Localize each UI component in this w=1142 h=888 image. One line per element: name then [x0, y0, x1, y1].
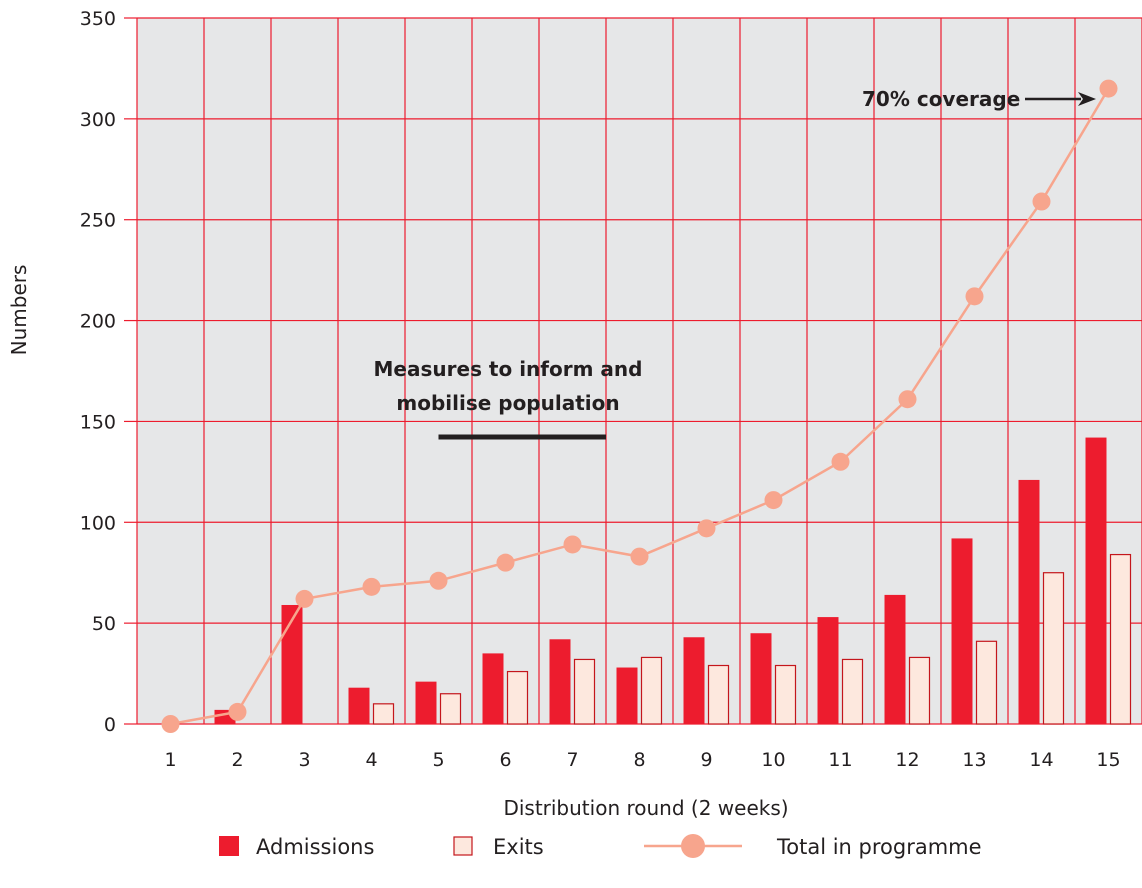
measures-annotation-line2: mobilise population	[396, 391, 619, 415]
x-tick-label: 11	[828, 749, 852, 771]
y-tick-label: 0	[104, 714, 116, 736]
coverage-annotation: 70% coverage	[862, 87, 1020, 111]
x-tick-label: 7	[566, 749, 578, 771]
bar-exits	[439, 693, 462, 725]
total-point	[1032, 192, 1051, 211]
x-tick-label: 8	[633, 749, 645, 771]
bar-exits	[506, 670, 529, 725]
bar-exits	[1109, 553, 1132, 725]
total-point	[1099, 79, 1118, 98]
total-point	[429, 571, 448, 590]
grid	[136, 17, 1142, 725]
bar-admissions	[549, 639, 571, 724]
legend-label-admissions: Admissions	[256, 835, 374, 859]
legend-item-exits: Exits	[453, 835, 544, 859]
bar-admissions	[1018, 479, 1040, 724]
y-axis-title: Numbers	[7, 265, 31, 356]
total-point	[563, 535, 582, 554]
x-tick-label: 6	[499, 749, 511, 771]
x-tick-label: 12	[895, 749, 919, 771]
x-tick-label: 10	[761, 749, 785, 771]
y-tick-label: 350	[80, 8, 116, 30]
bar-exits	[1042, 572, 1065, 725]
bar-exits	[640, 656, 663, 725]
total-line	[161, 79, 1118, 733]
measures-annotation-line1: Measures to inform and	[374, 357, 643, 381]
x-axis: 1 2 3 4 5 6 7 8 9 10 11 12 13 14 15	[164, 749, 1120, 771]
legend-swatch-exits	[453, 836, 473, 856]
y-tick-label: 50	[92, 613, 116, 635]
x-tick-label: 13	[962, 749, 986, 771]
legend-swatch-admissions	[219, 836, 239, 856]
y-axis: 0 50 100 150 200 250 300 350	[80, 8, 137, 736]
bar-exits	[774, 664, 797, 725]
x-tick-label: 4	[365, 749, 377, 771]
bar-admissions	[951, 538, 973, 724]
x-tick-label: 1	[164, 749, 176, 771]
y-tick-label: 200	[80, 311, 116, 333]
total-point	[295, 589, 314, 608]
legend-marker-total	[681, 834, 705, 858]
x-tick-label: 14	[1029, 749, 1053, 771]
x-axis-title: Distribution round (2 weeks)	[503, 796, 788, 820]
bar-admissions	[817, 617, 839, 724]
y-tick-label: 100	[80, 512, 116, 534]
bar-admissions	[616, 667, 638, 724]
bar-exits	[975, 640, 998, 725]
legend-item-admissions: Admissions	[219, 835, 374, 859]
total-point	[496, 553, 515, 572]
legend: Admissions Exits Total in programme	[219, 834, 982, 859]
x-tick-label: 3	[298, 749, 310, 771]
total-point	[965, 287, 984, 306]
coverage-arrow	[1025, 92, 1096, 106]
total-point	[161, 715, 180, 733]
x-tick-label: 15	[1096, 749, 1120, 771]
bar-admissions	[1085, 437, 1107, 724]
legend-label-exits: Exits	[493, 835, 544, 859]
bar-exits	[372, 703, 395, 725]
y-tick-label: 300	[80, 109, 116, 131]
bar-admissions	[750, 633, 772, 724]
bar-admissions	[415, 681, 437, 724]
bar-exits	[573, 658, 596, 725]
total-point	[362, 577, 381, 596]
bar-admissions	[482, 653, 504, 724]
bars	[214, 437, 1132, 725]
total-point	[630, 547, 649, 566]
total-point	[697, 519, 716, 538]
x-tick-label: 2	[231, 749, 243, 771]
legend-item-total: Total in programme	[644, 834, 982, 859]
bar-admissions	[348, 687, 370, 724]
bar-admissions	[683, 637, 705, 724]
bar-admissions	[884, 594, 906, 724]
y-tick-label: 250	[80, 210, 116, 232]
total-point	[228, 702, 247, 721]
bar-exits	[908, 656, 931, 725]
legend-label-total: Total in programme	[776, 835, 982, 859]
bar-exits	[707, 664, 730, 725]
x-tick-label: 9	[700, 749, 712, 771]
total-point	[898, 390, 917, 409]
total-point	[831, 452, 850, 471]
x-tick-label: 5	[432, 749, 444, 771]
bar-exits	[841, 658, 864, 725]
bar-admissions	[281, 604, 303, 724]
total-point	[764, 491, 783, 510]
y-tick-label: 150	[80, 411, 116, 433]
